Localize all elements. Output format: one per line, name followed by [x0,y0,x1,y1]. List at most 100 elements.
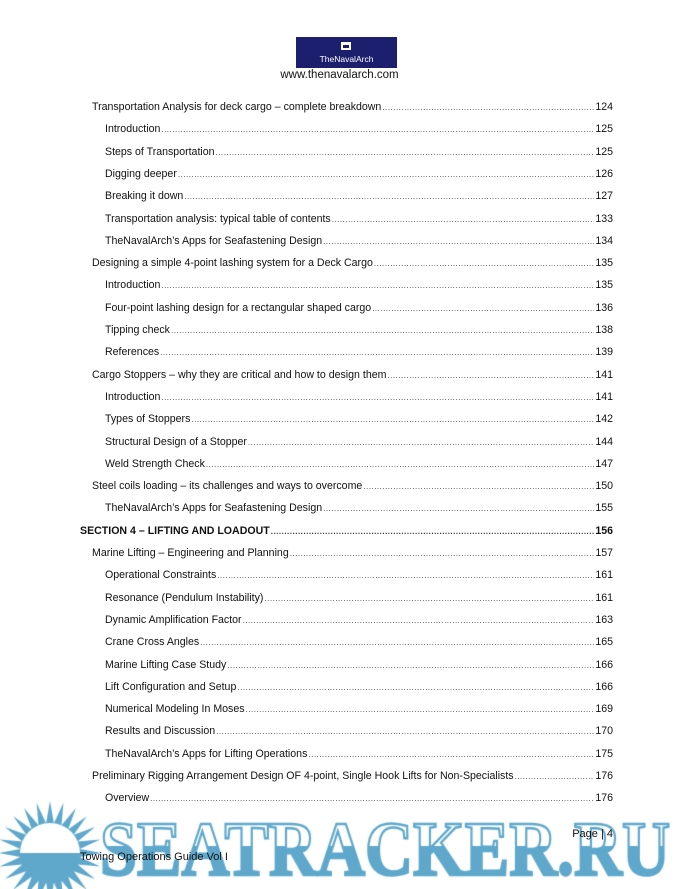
toc-entry[interactable]: Weld Strength Check 147 [105,453,613,475]
toc-entry-title: References [105,346,160,359]
toc-entry-title: TheNavalArch’s Apps for Lifting Operatio… [105,747,308,760]
toc-entry[interactable]: Designing a simple 4-point lashing syste… [92,252,613,274]
toc-entry-page: 126 [595,167,613,180]
toc-entry[interactable]: Steel coils loading – its challenges and… [92,475,613,497]
logo-text: TheNavalArch [319,54,374,64]
toc-entry-title: Introduction [105,279,161,292]
toc-entry-title: Digging deeper [105,167,177,180]
toc-entry-title: TheNavalArch’s Apps for Seafastening Des… [105,234,323,247]
toc-entry[interactable]: Overview 176 [105,787,613,809]
toc-entry-title: Resonance (Pendulum Instability) [105,591,264,604]
toc-leader-dots [161,123,594,140]
toc-entry-title: TheNavalArch’s Apps for Seafastening Des… [105,502,323,515]
toc-entry[interactable]: Transportation analysis: typical table o… [105,208,613,230]
toc-leader-dots [363,480,594,497]
toc-entry-title: Transportation analysis: typical table o… [105,212,331,225]
toc-leader-dots [374,257,594,274]
toc-entry[interactable]: Marine Lifting – Engineering and Plannin… [92,542,613,564]
toc-entry-page: 127 [595,190,613,203]
toc-entry-page: 157 [595,547,613,559]
toc-entry-page: 135 [595,279,613,292]
toc-entry-title: Steps of Transportation [105,145,215,158]
thenavalarch-logo: TheNavalArch [296,37,397,68]
toc-leader-dots [216,725,594,742]
toc-leader-dots [191,413,594,430]
toc-leader-dots [382,101,594,118]
toc-entry-page: 135 [595,257,613,270]
toc-leader-dots [246,703,595,720]
toc-entry[interactable]: References 139 [105,341,613,363]
toc-leader-dots [237,681,594,698]
toc-entry[interactable]: TheNavalArch’s Apps for Seafastening Des… [105,230,613,252]
toc-entry-page: 133 [595,212,613,225]
toc-entry-page: 169 [595,703,613,716]
toc-entry-title: Overview [105,792,150,805]
toc-entry-page: 125 [595,145,613,158]
toc-entry[interactable]: Transportation Analysis for deck cargo –… [92,96,613,118]
toc-leader-dots [200,636,594,653]
toc-entry-title: Tipping check [105,324,170,336]
toc-leader-dots [171,324,594,341]
toc-entry[interactable]: Crane Cross Angles 165 [105,631,613,653]
toc-entry-page: 170 [595,725,613,738]
toc-entry[interactable]: Results and Discussion 170 [105,720,613,742]
toc-entry[interactable]: Resonance (Pendulum Instability) 161 [105,587,613,609]
toc-entry-page: 141 [595,390,613,403]
toc-leader-dots [150,792,594,809]
toc-entry[interactable]: Breaking it down 127 [105,185,613,207]
toc-leader-dots [323,502,594,519]
toc-entry-title: Crane Cross Angles [105,636,200,649]
toc-entry-page: 144 [595,435,613,448]
toc-entry-title: Dynamic Amplification Factor [105,613,242,626]
toc-entry[interactable]: Structural Design of a Stopper 144 [105,431,613,453]
toc-leader-dots [248,436,594,453]
toc-leader-dots [227,659,594,676]
page-number: Page | 4 [572,828,613,840]
toc-leader-dots [160,346,594,363]
toc-leader-dots [323,235,594,252]
toc-entry[interactable]: Tipping check 138 [105,319,613,341]
toc-entry[interactable]: Steps of Transportation 125 [105,141,613,163]
toc-leader-dots [332,213,595,230]
toc-entry[interactable]: Digging deeper 126 [105,163,613,185]
toc-entry-page: 163 [595,613,613,626]
toc-leader-dots [308,748,594,765]
toc-entry-title: Steel coils loading – its challenges and… [92,480,363,493]
toc-entry-title: Introduction [105,123,161,136]
toc-leader-dots [290,547,595,564]
toc-entry-page: 165 [595,636,613,649]
toc-entry[interactable]: Numerical Modeling In Moses 169 [105,698,613,720]
toc-entry-page: 161 [595,569,613,582]
toc-entry-page: 175 [595,747,613,760]
toc-entry[interactable]: SECTION 4 – LIFTING AND LOADOUT 156 [80,520,613,542]
ship-icon [341,42,351,50]
toc-entry[interactable]: Types of Stoppers 142 [105,408,613,430]
toc-entry[interactable]: Introduction 135 [105,274,613,296]
toc-leader-dots [271,525,595,542]
toc-entry[interactable]: TheNavalArch’s Apps for Seafastening Des… [105,497,613,519]
toc-entry-page: 142 [595,413,613,426]
footer-doc-title: Towing Operations Guide Vol I [80,851,228,863]
toc-leader-dots [178,168,594,185]
toc-leader-dots [387,369,594,386]
toc-entry[interactable]: Preliminary Rigging Arrangement Design O… [92,765,613,787]
toc-entry[interactable]: Lift Configuration and Setup 166 [105,676,613,698]
toc-entry-title: Results and Discussion [105,725,216,738]
toc-entry[interactable]: Cargo Stoppers – why they are critical a… [92,364,613,386]
toc-entry-page: 136 [595,301,613,314]
toc-entry[interactable]: Dynamic Amplification Factor 163 [105,609,613,631]
toc-entry-page: 150 [595,480,613,493]
toc-entry-page: 161 [595,591,613,604]
toc-leader-dots [515,770,595,787]
toc-entry[interactable]: Operational Constraints 161 [105,564,613,586]
toc-entry-page: 141 [595,368,613,381]
toc-leader-dots [161,279,594,296]
toc-entry-page: 166 [595,680,613,693]
toc-entry[interactable]: Marine Lifting Case Study 166 [105,654,613,676]
toc-entry[interactable]: TheNavalArch’s Apps for Lifting Operatio… [105,743,613,765]
toc-entry[interactable]: Introduction 125 [105,118,613,140]
toc-leader-dots [206,458,594,475]
toc-entry-title: Breaking it down [105,190,184,203]
toc-entry[interactable]: Introduction 141 [105,386,613,408]
toc-entry[interactable]: Four-point lashing design for a rectangu… [105,297,613,319]
